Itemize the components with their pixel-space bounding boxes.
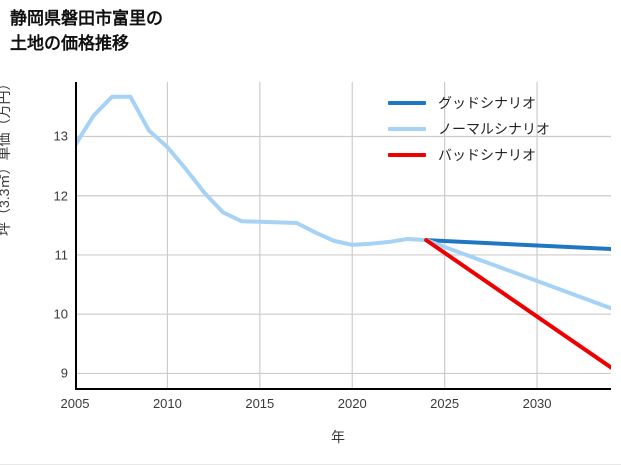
legend-swatch-icon (388, 127, 426, 131)
legend-label: グッドシナリオ (438, 95, 536, 111)
x-tick-label: 2030 (522, 396, 552, 411)
legend-swatch-icon (388, 153, 426, 157)
x-tick-label: 2010 (152, 396, 182, 411)
x-axis-label: 年 (331, 429, 345, 445)
plot-area (75, 82, 611, 390)
y-tick-label: 12 (53, 188, 68, 204)
x-tick-label: 2005 (60, 396, 90, 411)
legend-swatch-icon (388, 101, 426, 105)
legend-item-1[interactable]: グッドシナリオ (388, 90, 614, 116)
legend-item-2[interactable]: ノーマルシナリオ (388, 116, 614, 142)
chart-title: 静岡県磐田市富里の 土地の価格推移 (10, 9, 163, 53)
y-tick-label: 10 (53, 306, 68, 322)
y-tick-label: 11 (54, 247, 69, 263)
x-tick-label: 2025 (430, 396, 460, 411)
chart-canvas (75, 82, 611, 390)
legend-item-3[interactable]: バッドシナリオ (388, 142, 614, 168)
chart-legend: グッドシナリオ ノーマルシナリオ バッドシナリオ (388, 90, 614, 168)
y-tick-label: 13 (53, 128, 68, 144)
y-axis-label: 坪（3.3㎡）単価（万円） (0, 76, 12, 236)
x-tick-label: 2020 (337, 396, 367, 411)
legend-label: バッドシナリオ (438, 147, 536, 163)
legend-label: ノーマルシナリオ (438, 121, 550, 137)
y-tick-label: 9 (60, 365, 68, 381)
x-tick-label: 2015 (245, 396, 275, 411)
